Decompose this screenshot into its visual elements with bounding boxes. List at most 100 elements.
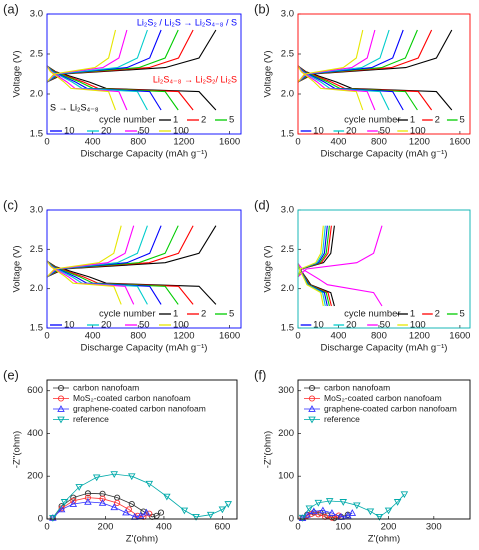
legend-marker bbox=[57, 416, 65, 424]
y-tick-label: 300 bbox=[278, 385, 294, 396]
panel-label: (e) bbox=[3, 367, 19, 382]
y-tick-label: 200 bbox=[27, 471, 43, 482]
series-line bbox=[297, 29, 433, 111]
plot-frame bbox=[297, 379, 471, 520]
y-tick-label: 1.5 bbox=[281, 129, 294, 140]
data-point bbox=[49, 515, 57, 522]
x-tick-label: 200 bbox=[98, 522, 114, 533]
legend-label: reference bbox=[73, 414, 109, 424]
x-tick-label: 200 bbox=[381, 522, 397, 533]
legend-label: 2 bbox=[201, 309, 206, 320]
y-tick-label: 2.5 bbox=[30, 49, 43, 60]
data-point bbox=[84, 490, 91, 497]
data-point bbox=[328, 509, 336, 516]
legend-label: 10 bbox=[313, 320, 324, 331]
data-point bbox=[305, 505, 314, 513]
data-point bbox=[348, 509, 357, 516]
y-tick-label: 3.0 bbox=[281, 9, 294, 20]
legend-label: carbon nanofoam bbox=[73, 382, 139, 392]
y-axis-title: Voltage (V) bbox=[12, 51, 23, 98]
panel-label: (f) bbox=[254, 367, 266, 382]
data-point bbox=[322, 513, 329, 520]
legend-label: reference bbox=[324, 414, 360, 424]
x-tick-label: 1600 bbox=[219, 137, 240, 148]
y-tick-label: 1.5 bbox=[30, 129, 43, 140]
x-tick-label: 800 bbox=[371, 137, 387, 148]
legend-marker bbox=[57, 384, 65, 392]
y-tick-label: 2.5 bbox=[281, 49, 294, 60]
series-line bbox=[302, 513, 339, 519]
series-line bbox=[52, 501, 147, 519]
legend-label: 50 bbox=[380, 320, 391, 331]
data-point bbox=[310, 507, 318, 515]
legend-label: carbon nanofoam bbox=[324, 382, 390, 392]
legend-label: 1 bbox=[173, 115, 178, 126]
panel-label: (a) bbox=[3, 1, 19, 16]
legend-label: 10 bbox=[64, 126, 75, 137]
legend-label: 20 bbox=[101, 320, 112, 331]
x-tick-label: 1200 bbox=[173, 331, 194, 342]
legend-marker bbox=[308, 384, 316, 392]
series-line bbox=[46, 29, 217, 111]
y-tick-label: 2.0 bbox=[281, 283, 294, 294]
y-tick-label: 100 bbox=[278, 471, 294, 482]
legend-label: 20 bbox=[346, 320, 357, 331]
data-point bbox=[153, 512, 160, 519]
y-axis-title: -Z''(ohm) bbox=[12, 431, 23, 468]
x-tick-label: 800 bbox=[130, 331, 146, 342]
x-tick-label: 800 bbox=[371, 331, 387, 342]
legend-label: 50 bbox=[139, 126, 150, 137]
legend-label: 100 bbox=[410, 126, 426, 137]
legend-label: 100 bbox=[173, 126, 189, 137]
panel-label: (d) bbox=[254, 197, 270, 212]
data-point bbox=[298, 514, 307, 522]
legend-label: MoS₂-coated carbon nanofoam bbox=[73, 393, 191, 403]
legend-label: 10 bbox=[64, 320, 75, 331]
x-tick-label: 1600 bbox=[449, 137, 470, 148]
series-line bbox=[46, 225, 217, 305]
data-point bbox=[98, 499, 107, 506]
data-point bbox=[69, 500, 78, 507]
data-point bbox=[303, 510, 311, 518]
data-point bbox=[325, 498, 334, 505]
legend-marker bbox=[308, 395, 316, 402]
legend-label: 1 bbox=[173, 309, 178, 320]
data-point bbox=[110, 471, 118, 479]
y-tick-label: 3.0 bbox=[30, 205, 43, 216]
data-point bbox=[206, 511, 215, 519]
series-line bbox=[52, 473, 229, 519]
data-point bbox=[315, 511, 322, 518]
legend-marker bbox=[308, 405, 316, 412]
series-line bbox=[46, 225, 122, 305]
x-tick-label: 400 bbox=[331, 137, 347, 148]
x-axis-title: Discharge Capacity (mAh g⁻¹) bbox=[81, 149, 208, 160]
legend-label: graphene-coated carbon nanofoam bbox=[73, 403, 206, 413]
x-tick-label: 1600 bbox=[219, 331, 240, 342]
data-point bbox=[218, 506, 227, 514]
legend-label: MoS₂-coated carbon nanofoam bbox=[324, 393, 442, 403]
y-tick-label: 2.0 bbox=[30, 89, 43, 100]
series-line bbox=[46, 29, 194, 111]
data-point bbox=[99, 495, 106, 502]
legend-label: 50 bbox=[139, 320, 150, 331]
legend-label: 5 bbox=[229, 115, 234, 126]
data-point bbox=[400, 491, 409, 499]
legend-label: 5 bbox=[229, 309, 234, 320]
data-point bbox=[339, 499, 348, 506]
series-line bbox=[46, 225, 194, 305]
legend-label: 1 bbox=[410, 309, 415, 320]
plot-frame bbox=[297, 13, 471, 135]
y-tick-label: 2.5 bbox=[281, 244, 294, 255]
data-point bbox=[192, 514, 200, 521]
x-axis-title: Z'(ohm) bbox=[126, 534, 158, 545]
annotation: Li₂S₄₋₈ → Li₂S₂/ Li₂S bbox=[153, 74, 237, 84]
y-tick-label: 0 bbox=[38, 514, 43, 525]
data-point bbox=[110, 503, 118, 511]
legend-title: cycle number bbox=[344, 115, 401, 126]
series-line bbox=[297, 29, 404, 111]
x-tick-label: 100 bbox=[335, 522, 351, 533]
series-line bbox=[297, 29, 418, 111]
data-point bbox=[114, 499, 121, 507]
x-tick-label: 1200 bbox=[409, 331, 430, 342]
